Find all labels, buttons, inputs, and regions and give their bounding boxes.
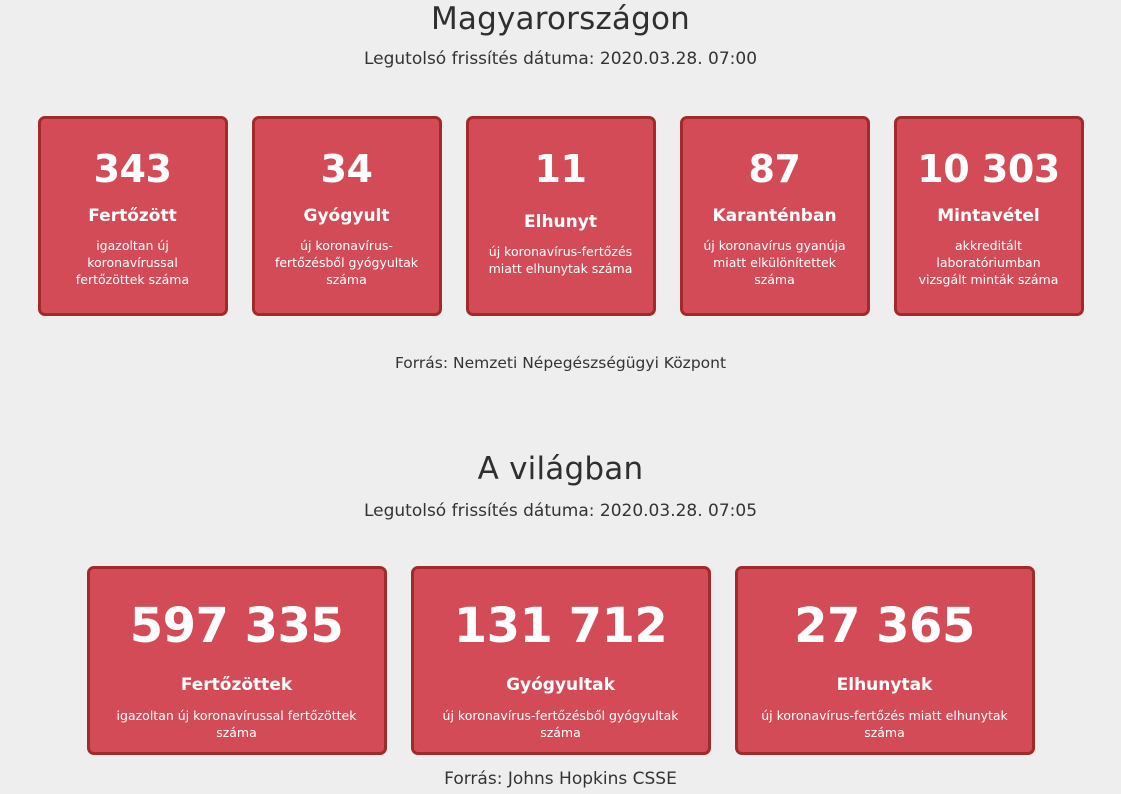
- world-title: A világban: [477, 451, 644, 487]
- stat-value: 131 712: [453, 598, 668, 654]
- stat-description: akkreditált laboratóriumban vizsgált min…: [918, 238, 1059, 287]
- stat-description: igazoltan új koronavírussal fertőzöttek …: [75, 238, 190, 287]
- stat-card-recovered: 34 Gyógyult új koronavírus-fertőzésből g…: [251, 116, 442, 316]
- stat-value: 10 303: [917, 147, 1060, 191]
- stat-label: Gyógyult: [303, 206, 390, 226]
- stat-description: új koronavírus-fertőzés miatt elhunytak …: [761, 708, 1008, 740]
- stat-label: Elhunyt: [524, 212, 597, 232]
- world-stats: 597 335 Fertőzöttek igazoltan új koronav…: [0, 566, 1121, 755]
- stat-value: 11: [534, 147, 587, 191]
- stat-value: 87: [748, 147, 801, 191]
- hungary-stats: 343 Fertőzött igazoltan új koronavírussa…: [0, 116, 1121, 316]
- world-source: Forrás: Johns Hopkins CSSE: [444, 769, 677, 789]
- world-header: A világban Legutolsó frissítés dátuma: 2…: [0, 450, 1121, 522]
- stat-description: új koronavírus-fertőzésből gyógyultak sz…: [274, 238, 419, 287]
- stat-label: Elhunytak: [836, 675, 933, 695]
- stat-label: Karanténban: [712, 206, 837, 226]
- stat-card-quarantined: 87 Karanténban új koronavírus gyanúja mi…: [679, 116, 870, 316]
- stat-description: új koronavírus-fertőzésből gyógyultak sz…: [442, 708, 679, 740]
- stat-label: Gyógyultak: [506, 675, 615, 695]
- hungary-title: Magyarországon: [430, 1, 691, 37]
- stat-value: 597 335: [129, 598, 344, 654]
- stat-card-deceased: 27 365 Elhunytak új koronavírus-fertőzés…: [734, 566, 1035, 755]
- stat-card-samples: 10 303 Mintavétel akkreditált laboratóri…: [893, 116, 1084, 316]
- stat-card-infected: 343 Fertőzött igazoltan új koronavírussa…: [37, 116, 228, 316]
- hungary-header: Magyarországon Legutolsó frissítés dátum…: [0, 0, 1121, 70]
- stat-value: 27 365: [794, 598, 975, 654]
- stat-description: új koronavírus-fertőzés miatt elhunytak …: [488, 244, 633, 276]
- hungary-source: Forrás: Nemzeti Népegészségügyi Központ: [394, 354, 727, 372]
- world-updated: Legutolsó frissítés dátuma: 2020.03.28. …: [363, 501, 758, 521]
- stat-description: igazoltan új koronavírussal fertőzöttek …: [116, 708, 357, 740]
- stat-label: Fertőzött: [88, 206, 177, 226]
- stat-card-infected: 597 335 Fertőzöttek igazoltan új koronav…: [86, 566, 387, 755]
- stat-value: 34: [320, 147, 373, 191]
- stat-card-deceased: 11 Elhunyt új koronavírus-fertőzés miatt…: [465, 116, 656, 316]
- stat-card-recovered: 131 712 Gyógyultak új koronavírus-fertőz…: [410, 566, 711, 755]
- stat-value: 343: [93, 147, 172, 191]
- stat-description: új koronavírus gyanúja miatt elkülönítet…: [703, 238, 846, 287]
- stat-label: Mintavétel: [937, 206, 1040, 226]
- stat-label: Fertőzöttek: [180, 675, 293, 695]
- hungary-updated: Legutolsó frissítés dátuma: 2020.03.28. …: [363, 49, 758, 69]
